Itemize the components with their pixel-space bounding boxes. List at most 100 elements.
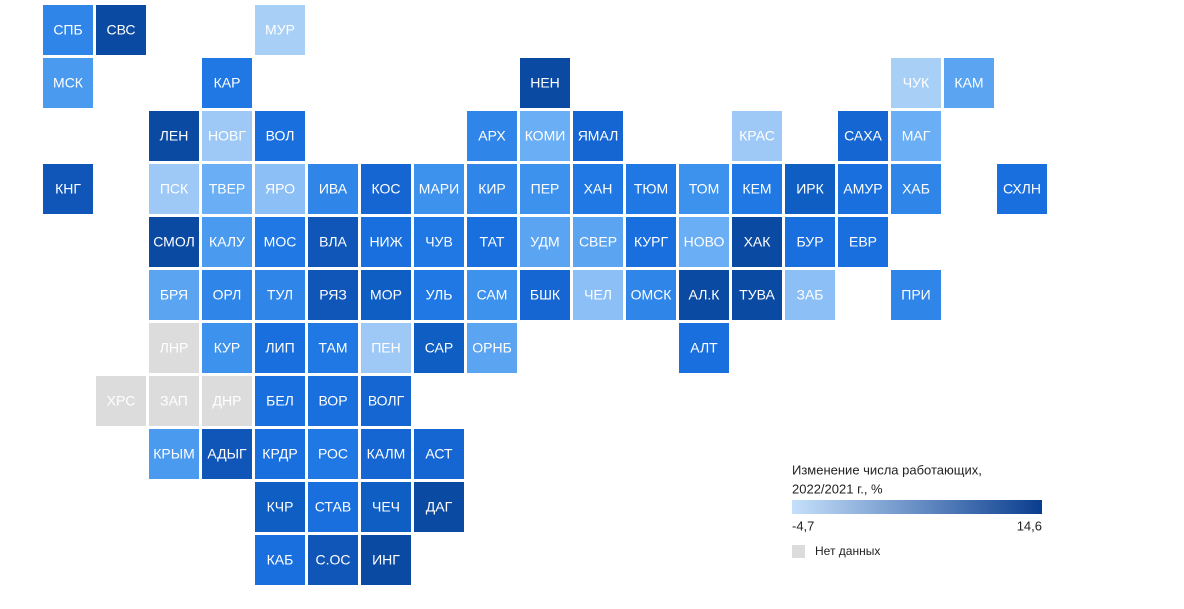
tile-label: ЗАБ [797, 287, 824, 303]
tile [149, 217, 199, 267]
tile [785, 217, 835, 267]
tile-label: ВОР [318, 393, 347, 409]
tile [573, 217, 623, 267]
tile [414, 217, 464, 267]
tile-label: ЛНР [160, 340, 189, 356]
tile [944, 58, 994, 108]
tile-label: ХРС [107, 393, 136, 409]
tile-label: ОМСК [631, 287, 673, 303]
tile [891, 164, 941, 214]
tile [202, 111, 252, 161]
tile [414, 164, 464, 214]
tile-label: СХЛН [1003, 181, 1041, 197]
tile [891, 270, 941, 320]
tile-label: САМ [477, 287, 508, 303]
tile [732, 111, 782, 161]
tile [308, 323, 358, 373]
tile [43, 58, 93, 108]
tile-label: КЧР [267, 499, 294, 515]
tile [361, 376, 411, 426]
tile-label: СМОЛ [153, 234, 195, 250]
tile [308, 164, 358, 214]
tile-label: ТЮМ [634, 181, 668, 197]
tile [626, 270, 676, 320]
tile [43, 164, 93, 214]
tile-label: ЯРО [265, 181, 295, 197]
tile-label: КУР [214, 340, 241, 356]
tile [308, 270, 358, 320]
tile-label: ТАМ [318, 340, 347, 356]
tile [414, 323, 464, 373]
tile-label: ЛИП [265, 340, 294, 356]
tile-label: ТУЛ [267, 287, 293, 303]
tile [838, 164, 888, 214]
legend-max: 14,6 [1017, 518, 1042, 533]
tile-label: НИЖ [369, 234, 402, 250]
tile [255, 164, 305, 214]
tile-label: КАР [214, 75, 241, 91]
tile [255, 270, 305, 320]
tile [679, 217, 729, 267]
tile [679, 164, 729, 214]
tile-label: ТОМ [689, 181, 719, 197]
tile [520, 270, 570, 320]
tile [308, 429, 358, 479]
tile [202, 164, 252, 214]
tile-label: СВС [106, 22, 135, 38]
tile [202, 429, 252, 479]
tile-label: КНГ [55, 181, 81, 197]
tile [573, 164, 623, 214]
tile-label: ТАТ [480, 234, 505, 250]
tile [361, 429, 411, 479]
tile-label: МСК [53, 75, 84, 91]
tile-label: НОВО [684, 234, 725, 250]
tile-label: РЯЗ [319, 287, 347, 303]
tile-label: КОС [372, 181, 401, 197]
tile [361, 535, 411, 585]
tile-label: КАЛУ [209, 234, 245, 250]
tile-label: АДЫГ [207, 446, 247, 462]
tile [467, 270, 517, 320]
tile [96, 5, 146, 55]
tile [838, 217, 888, 267]
tile [520, 164, 570, 214]
tile [149, 111, 199, 161]
tiles: СПБ СВС МУР МСК КАР НЕН ЧУК КАМ ЛЕН НОВГ ВОЛ АРХ КОМ… [43, 5, 1047, 585]
tile [361, 270, 411, 320]
tile-label: БУР [796, 234, 823, 250]
tile-label: АМУР [843, 181, 882, 197]
legend-gradient [792, 500, 1042, 514]
tile [149, 376, 199, 426]
tile-label: ПЕР [531, 181, 560, 197]
tile [785, 270, 835, 320]
tile [43, 5, 93, 55]
tile [838, 111, 888, 161]
tile-label: ЗАП [160, 393, 188, 409]
tile [202, 58, 252, 108]
tile-label: КОМИ [525, 128, 566, 144]
tile-label: ЕВР [849, 234, 877, 250]
tile-label: САХА [844, 128, 882, 144]
tile-label: ТВЕР [209, 181, 246, 197]
tile-label: АРХ [478, 128, 506, 144]
tile-label: ДАГ [426, 499, 453, 515]
tile-label: СТАВ [315, 499, 351, 515]
tile [414, 270, 464, 320]
tile [308, 482, 358, 532]
tile [202, 323, 252, 373]
tile [361, 217, 411, 267]
tile [626, 217, 676, 267]
legend-min: -4,7 [792, 518, 814, 533]
tile [414, 482, 464, 532]
tile [149, 323, 199, 373]
tile-label: ЧУК [903, 75, 930, 91]
tile [361, 323, 411, 373]
tile-label: НОВГ [208, 128, 246, 144]
tile [732, 164, 782, 214]
tile-label: УДМ [530, 234, 559, 250]
tile [520, 58, 570, 108]
tile-label: БРЯ [160, 287, 188, 303]
tile-label: КУРГ [634, 234, 669, 250]
tile [520, 217, 570, 267]
